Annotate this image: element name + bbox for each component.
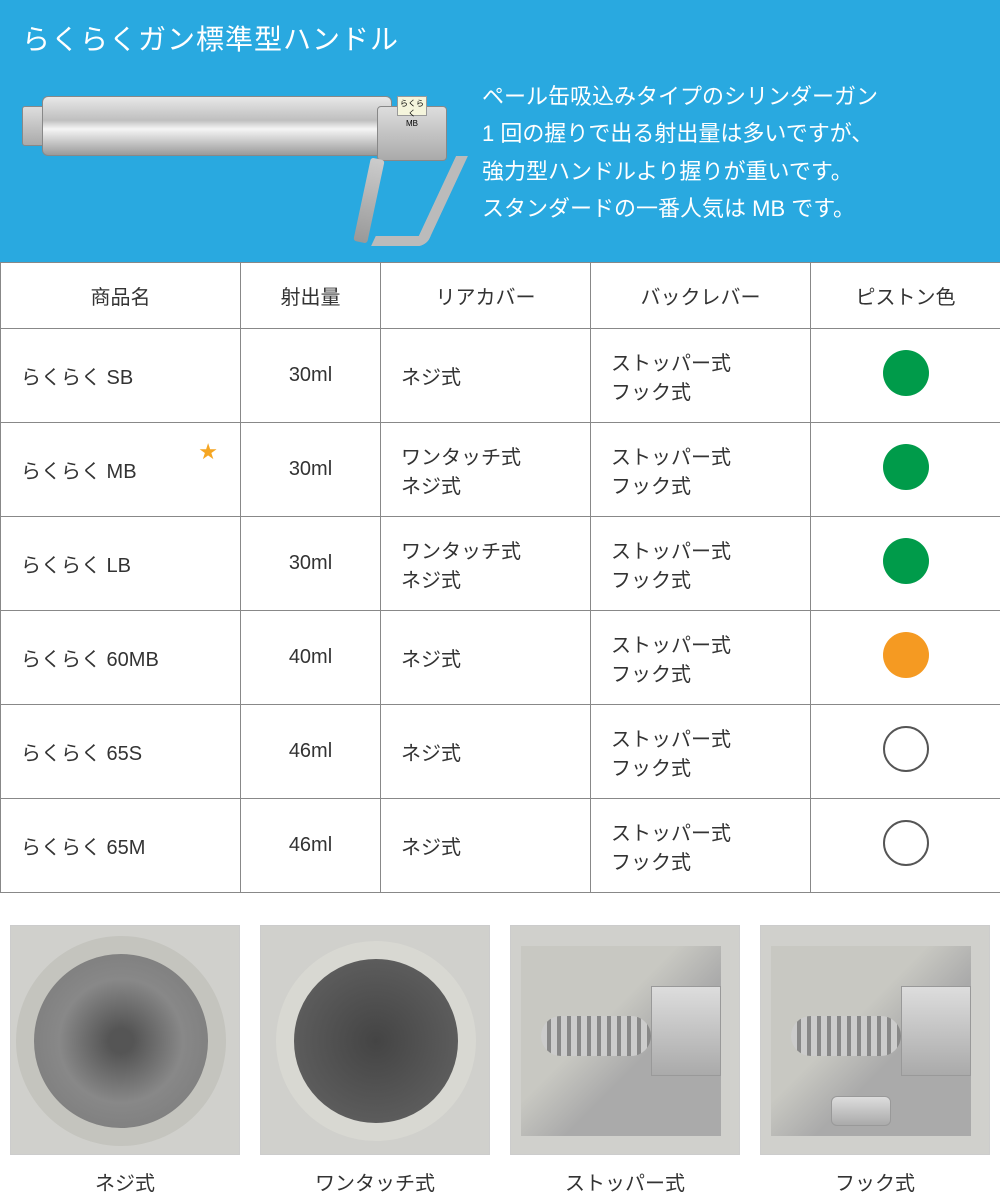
thumbnail-image bbox=[510, 925, 740, 1155]
cell-name: らくらく SB bbox=[1, 329, 241, 423]
hero-desc-line: スタンダードの一番人気は MB です。 bbox=[482, 190, 878, 227]
piston-color-dot bbox=[883, 444, 929, 490]
cell-name: らくらく 65M bbox=[1, 799, 241, 893]
table-row: らくらく 65S46mlネジ式ストッパー式フック式 bbox=[1, 705, 1000, 799]
thumbnail: ネジ式 bbox=[10, 925, 240, 1196]
thumbnail-image bbox=[10, 925, 240, 1155]
cell-piston-color bbox=[811, 423, 1000, 517]
cell-back-lever: ストッパー式フック式 bbox=[591, 611, 811, 705]
cell-back-lever: ストッパー式フック式 bbox=[591, 705, 811, 799]
cell-rear-cover: ネジ式 bbox=[381, 799, 591, 893]
th-volume: 射出量 bbox=[241, 263, 381, 329]
cell-rear-cover: ネジ式 bbox=[381, 329, 591, 423]
cell-volume: 46ml bbox=[241, 705, 381, 799]
thumbnail-label: ネジ式 bbox=[10, 1155, 240, 1196]
cell-back-lever: ストッパー式フック式 bbox=[591, 517, 811, 611]
table-row: らくらく MB★30mlワンタッチ式ネジ式ストッパー式フック式 bbox=[1, 423, 1000, 517]
cell-volume: 30ml bbox=[241, 517, 381, 611]
piston-color-dot bbox=[883, 632, 929, 678]
thumbnail-image bbox=[760, 925, 990, 1155]
hero-body: らくらくMB ペール缶吸込みタイプのシリンダーガン1 回の握りで出る射出量は多い… bbox=[22, 66, 978, 256]
cell-back-lever: ストッパー式フック式 bbox=[591, 799, 811, 893]
table-row: らくらく LB30mlワンタッチ式ネジ式ストッパー式フック式 bbox=[1, 517, 1000, 611]
hero-desc-line: 強力型ハンドルより握りが重いです。 bbox=[482, 153, 878, 190]
hero-desc-line: 1 回の握りで出る射出量は多いですが、 bbox=[482, 115, 878, 152]
th-name: 商品名 bbox=[1, 263, 241, 329]
page-title: らくらくガン標準型ハンドル bbox=[22, 18, 978, 58]
table-row: らくらく SB30mlネジ式ストッパー式フック式 bbox=[1, 329, 1000, 423]
cell-back-lever: ストッパー式フック式 bbox=[591, 423, 811, 517]
product-hero-image: らくらくMB bbox=[22, 66, 452, 256]
table-row: らくらく 65M46mlネジ式ストッパー式フック式 bbox=[1, 799, 1000, 893]
cell-name: らくらく MB★ bbox=[1, 423, 241, 517]
piston-color-dot bbox=[883, 820, 929, 866]
cell-name: らくらく LB bbox=[1, 517, 241, 611]
table-header-row: 商品名 射出量 リアカバー バックレバー ピストン色 bbox=[1, 263, 1000, 329]
cell-volume: 30ml bbox=[241, 329, 381, 423]
cell-rear-cover: ワンタッチ式ネジ式 bbox=[381, 517, 591, 611]
product-badge: らくらくMB bbox=[397, 96, 427, 116]
thumbnail: フック式 bbox=[760, 925, 990, 1196]
cell-volume: 40ml bbox=[241, 611, 381, 705]
cell-piston-color bbox=[811, 611, 1000, 705]
cell-rear-cover: ワンタッチ式ネジ式 bbox=[381, 423, 591, 517]
spec-table: 商品名 射出量 リアカバー バックレバー ピストン色 らくらく SB30mlネジ… bbox=[0, 262, 1000, 893]
th-rear: リアカバー bbox=[381, 263, 591, 329]
cell-piston-color bbox=[811, 517, 1000, 611]
cell-name: らくらく 60MB bbox=[1, 611, 241, 705]
thumbnail-label: フック式 bbox=[760, 1155, 990, 1196]
th-piston: ピストン色 bbox=[811, 263, 1000, 329]
cell-back-lever: ストッパー式フック式 bbox=[591, 329, 811, 423]
thumbnail-label: ワンタッチ式 bbox=[260, 1155, 490, 1196]
piston-color-dot bbox=[883, 350, 929, 396]
cell-piston-color bbox=[811, 329, 1000, 423]
thumbnail-label: ストッパー式 bbox=[510, 1155, 740, 1196]
thumbnail-row: ネジ式ワンタッチ式ストッパー式フック式 bbox=[0, 893, 1000, 1196]
cell-name: らくらく 65S bbox=[1, 705, 241, 799]
hero-description: ペール缶吸込みタイプのシリンダーガン1 回の握りで出る射出量は多いですが、強力型… bbox=[482, 66, 878, 228]
th-back: バックレバー bbox=[591, 263, 811, 329]
hero-desc-line: ペール缶吸込みタイプのシリンダーガン bbox=[482, 78, 878, 115]
cell-volume: 46ml bbox=[241, 799, 381, 893]
table-row: らくらく 60MB40mlネジ式ストッパー式フック式 bbox=[1, 611, 1000, 705]
cell-rear-cover: ネジ式 bbox=[381, 705, 591, 799]
cell-piston-color bbox=[811, 705, 1000, 799]
piston-color-dot bbox=[883, 726, 929, 772]
piston-color-dot bbox=[883, 538, 929, 584]
star-icon: ★ bbox=[198, 439, 218, 465]
cell-volume: 30ml bbox=[241, 423, 381, 517]
cell-piston-color bbox=[811, 799, 1000, 893]
cell-rear-cover: ネジ式 bbox=[381, 611, 591, 705]
thumbnail: ストッパー式 bbox=[510, 925, 740, 1196]
hero-banner: らくらくガン標準型ハンドル らくらくMB ペール缶吸込みタイプのシリンダーガン1… bbox=[0, 0, 1000, 262]
thumbnail-image bbox=[260, 925, 490, 1155]
thumbnail: ワンタッチ式 bbox=[260, 925, 490, 1196]
